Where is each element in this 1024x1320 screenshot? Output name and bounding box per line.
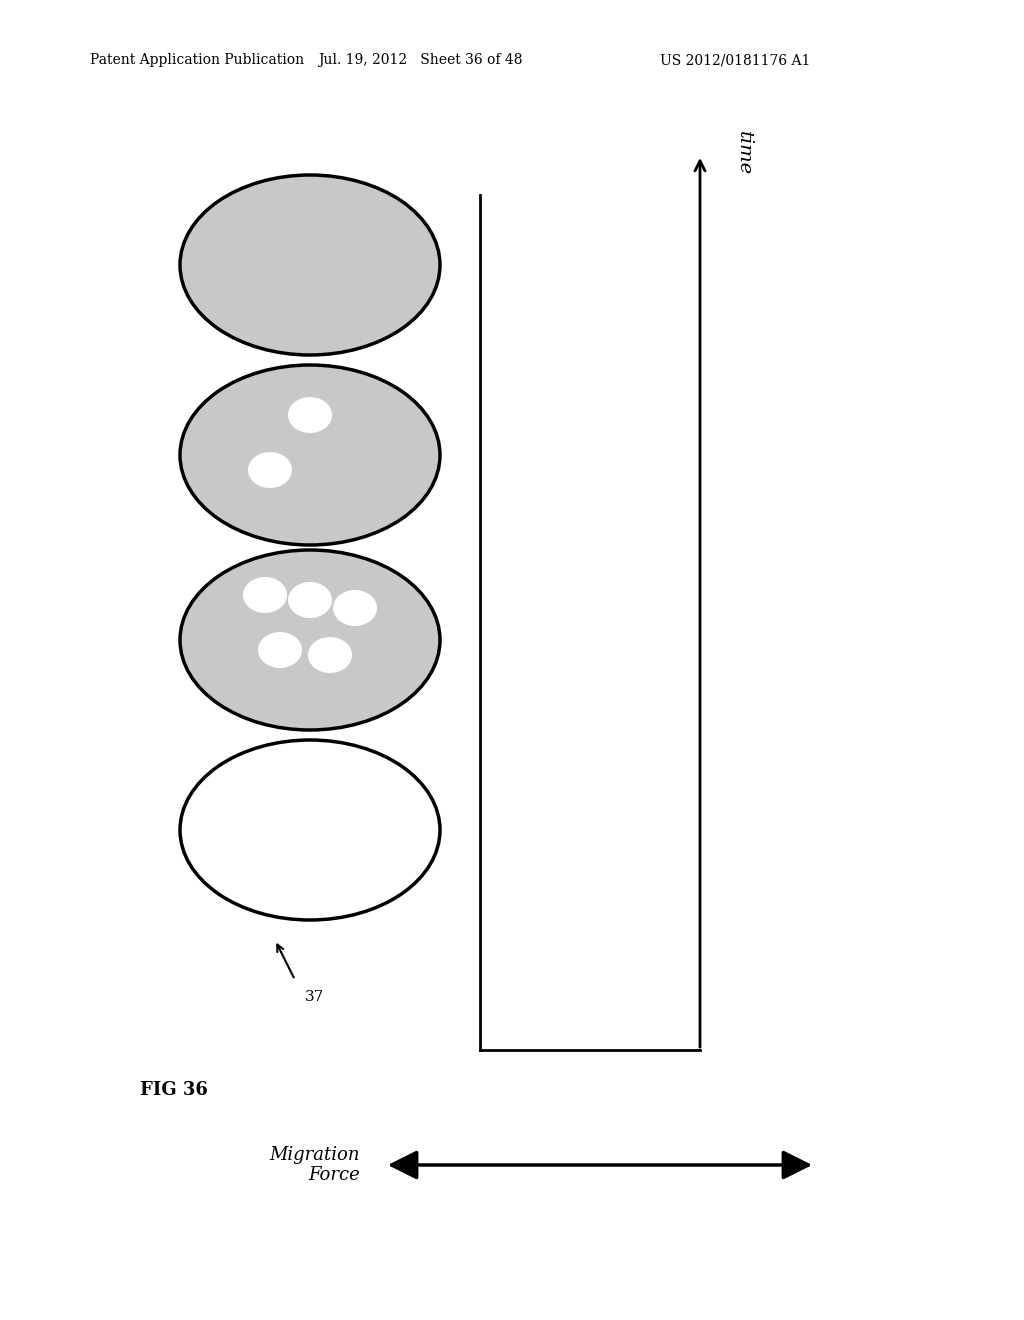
Text: 37: 37 xyxy=(305,990,325,1005)
Ellipse shape xyxy=(333,590,377,626)
Ellipse shape xyxy=(180,176,440,355)
Ellipse shape xyxy=(248,451,292,488)
Text: time: time xyxy=(735,131,753,176)
Text: US 2012/0181176 A1: US 2012/0181176 A1 xyxy=(660,53,810,67)
Ellipse shape xyxy=(180,741,440,920)
Text: Patent Application Publication: Patent Application Publication xyxy=(90,53,304,67)
Ellipse shape xyxy=(288,397,332,433)
Ellipse shape xyxy=(243,577,287,612)
Text: FIG 36: FIG 36 xyxy=(140,1081,208,1100)
Ellipse shape xyxy=(180,366,440,545)
Text: Jul. 19, 2012   Sheet 36 of 48: Jul. 19, 2012 Sheet 36 of 48 xyxy=(317,53,522,67)
Ellipse shape xyxy=(288,582,332,618)
Ellipse shape xyxy=(180,550,440,730)
Ellipse shape xyxy=(308,638,352,673)
Text: Migration
Force: Migration Force xyxy=(269,1146,360,1184)
Ellipse shape xyxy=(258,632,302,668)
